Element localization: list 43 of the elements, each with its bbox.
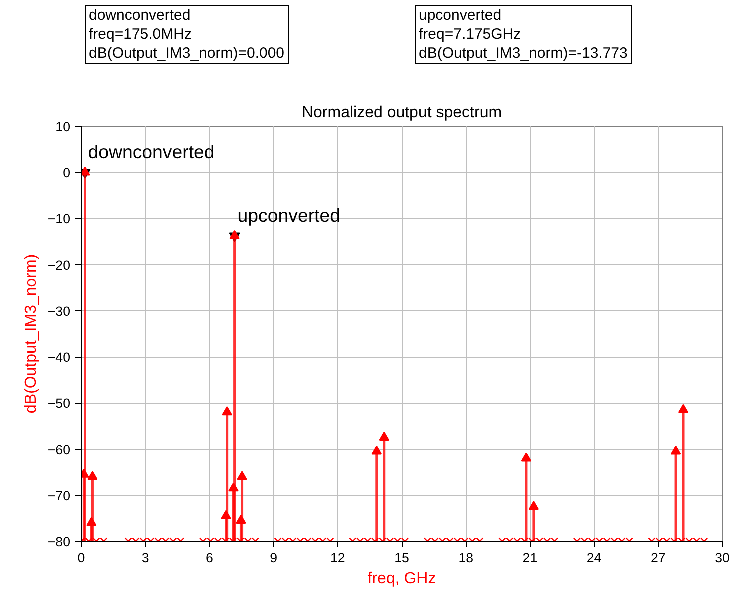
y-tick-label: −50 bbox=[48, 396, 70, 412]
x-tick-label: 6 bbox=[206, 550, 214, 566]
x-tick-label: 24 bbox=[586, 550, 602, 566]
annotation: downconverted bbox=[88, 142, 215, 163]
x-tick-label: 21 bbox=[522, 550, 538, 566]
point bbox=[670, 446, 682, 455]
point bbox=[82, 166, 90, 176]
x-tick-label: 15 bbox=[394, 550, 410, 566]
point bbox=[678, 404, 689, 414]
x-tick-label: 12 bbox=[330, 550, 346, 566]
y-tick-label: −80 bbox=[48, 534, 70, 550]
x-tick-label: 3 bbox=[142, 550, 150, 566]
annotation: upconverted bbox=[238, 205, 340, 226]
y-tick-label: −70 bbox=[48, 488, 70, 504]
point bbox=[221, 510, 232, 520]
y-tick-label: 0 bbox=[63, 166, 71, 181]
y-tick-label: 10 bbox=[56, 120, 71, 134]
point bbox=[230, 230, 240, 240]
y-tick-label: −20 bbox=[48, 258, 70, 273]
point bbox=[228, 482, 239, 492]
y-tick-label: −10 bbox=[48, 212, 70, 227]
y-axis-title: dB(Output_IM3_norm) bbox=[22, 254, 40, 414]
y-tick-label: −30 bbox=[48, 304, 70, 319]
point bbox=[521, 452, 532, 462]
x-tick-label: 18 bbox=[458, 550, 474, 566]
x-axis-title: freq, GHz bbox=[368, 570, 436, 588]
point bbox=[88, 471, 98, 480]
point bbox=[528, 501, 540, 510]
point bbox=[236, 514, 246, 524]
y-tick-label: −40 bbox=[48, 350, 70, 366]
text: downconverted freq=175.0MHz dB(Output_IM3_norm)=0.000 bbox=[85, 5, 289, 64]
point bbox=[372, 446, 382, 455]
x-tick-label: 30 bbox=[715, 550, 730, 566]
chart-title: Normalized output spectrum bbox=[302, 104, 502, 122]
point bbox=[379, 432, 390, 441]
y-tick-label: −60 bbox=[48, 442, 70, 458]
point bbox=[86, 517, 97, 526]
point bbox=[237, 471, 248, 480]
x-tick-label: 27 bbox=[650, 550, 666, 566]
point bbox=[222, 406, 232, 416]
x-tick-label: 9 bbox=[270, 550, 278, 566]
text: upconverted freq=7.175GHz dB(Output_IM3_norm)=-13.773 bbox=[415, 5, 632, 64]
x-tick-label: 0 bbox=[78, 550, 86, 566]
